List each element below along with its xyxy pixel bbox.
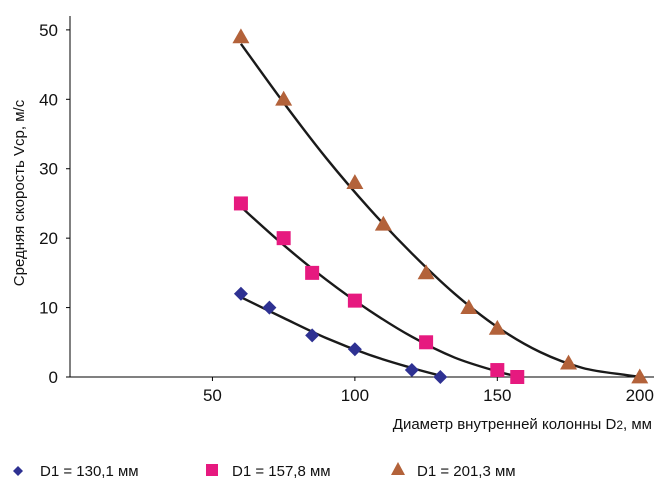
- data-point-square: [419, 335, 434, 350]
- x-axis-title-unit: , мм: [623, 416, 652, 433]
- legend-marker-triangle: [391, 462, 405, 475]
- x-axis-title: Диаметр внутренней колонны D2, мм: [393, 416, 652, 433]
- data-point-triangle: [560, 354, 578, 370]
- markers: [232, 28, 649, 384]
- trend-lines: [239, 43, 643, 379]
- y-tick-label: 50: [39, 21, 58, 40]
- x-axis-title-main: Диаметр внутренней колонны D: [393, 416, 617, 433]
- y-tick-label: 0: [49, 368, 58, 387]
- series-1-points: [233, 196, 525, 384]
- axes: [69, 16, 654, 378]
- series-0-points: [233, 286, 448, 384]
- data-point-diamond: [347, 342, 362, 357]
- y-tick-label: 10: [39, 299, 58, 318]
- y-tick-label: 20: [39, 229, 58, 248]
- legend-triangle: [391, 462, 405, 475]
- data-point-diamond: [305, 328, 320, 343]
- data-point-triangle: [417, 264, 435, 280]
- data-point-square: [347, 293, 362, 308]
- data-point-square: [510, 370, 525, 384]
- x-tick-label: 200: [626, 386, 654, 405]
- legend-label: D1 = 201,3 мм: [417, 463, 516, 480]
- legend-label: D1 = 130,1 мм: [40, 463, 139, 480]
- legend-label: D1 = 157,8 мм: [232, 463, 331, 480]
- x-ticks: 50 100 150 200: [203, 377, 654, 405]
- data-point-diamond: [404, 363, 419, 378]
- data-point-triangle: [488, 319, 506, 335]
- legend-marker-diamond: [13, 466, 23, 476]
- data-point-triangle: [275, 90, 293, 106]
- x-tick-label: 150: [483, 386, 511, 405]
- data-point-triangle: [460, 299, 478, 314]
- data-point-triangle: [374, 215, 392, 231]
- data-point-square: [233, 196, 248, 211]
- data-point-diamond: [262, 300, 277, 315]
- series-2-points: [232, 28, 649, 384]
- x-tick-label: 50: [203, 386, 222, 405]
- y-ticks: 0 10 20 30 40 50: [39, 21, 70, 387]
- data-point-diamond: [233, 286, 248, 301]
- data-point-diamond: [433, 370, 448, 384]
- legend: D1 = 130,1 мм D1 = 157,8 мм D1 = 201,3 м…: [13, 462, 516, 480]
- legend-diamond: [13, 466, 23, 476]
- y-axis-title: Средняя скорость Vср, м/с: [11, 99, 28, 286]
- legend-item-d1-201: D1 = 201,3 мм: [391, 462, 516, 480]
- y-tick-label: 40: [39, 90, 58, 109]
- legend-square: [206, 464, 218, 476]
- legend-item-d1-130: D1 = 130,1 мм: [13, 463, 139, 480]
- legend-marker-square: [206, 464, 218, 476]
- data-point-square: [276, 231, 291, 246]
- data-point-square: [490, 363, 505, 378]
- x-tick-label: 100: [341, 386, 369, 405]
- data-point-triangle: [346, 174, 364, 189]
- legend-item-d1-157: D1 = 157,8 мм: [206, 463, 331, 480]
- trend-line-series-2: [239, 43, 643, 379]
- data-point-triangle: [631, 368, 649, 384]
- x-axis-title-subscript: 2: [616, 418, 623, 432]
- data-point-square: [305, 265, 320, 280]
- y-tick-label: 30: [39, 160, 58, 179]
- data-point-triangle: [232, 28, 250, 44]
